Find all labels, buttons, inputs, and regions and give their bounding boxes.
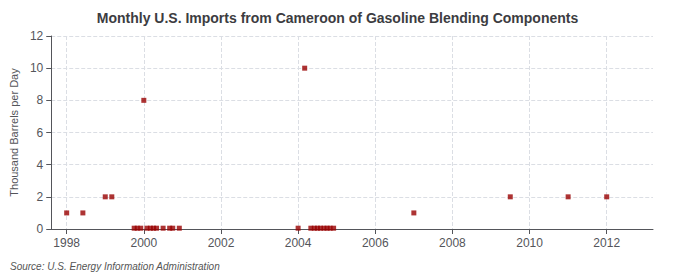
svg-text:6: 6	[37, 126, 44, 140]
svg-text:2: 2	[37, 190, 44, 204]
svg-text:8: 8	[37, 93, 44, 107]
svg-text:1998: 1998	[53, 236, 80, 250]
svg-text:12: 12	[30, 29, 44, 43]
svg-text:0: 0	[37, 222, 44, 236]
svg-text:2004: 2004	[285, 236, 312, 250]
svg-text:4: 4	[37, 158, 44, 172]
svg-text:2008: 2008	[439, 236, 466, 250]
svg-text:2010: 2010	[516, 236, 543, 250]
svg-text:Monthly U.S. Imports from Came: Monthly U.S. Imports from Cameroon of Ga…	[97, 10, 579, 26]
svg-text:Source: U.S. Energy Informatio: Source: U.S. Energy Information Administ…	[10, 261, 220, 272]
svg-text:10: 10	[30, 61, 44, 75]
svg-text:Thousand Barrels per Day: Thousand Barrels per Day	[8, 68, 20, 197]
svg-text:2000: 2000	[130, 236, 157, 250]
svg-text:2006: 2006	[362, 236, 389, 250]
svg-text:2012: 2012	[593, 236, 620, 250]
svg-text:2002: 2002	[208, 236, 235, 250]
